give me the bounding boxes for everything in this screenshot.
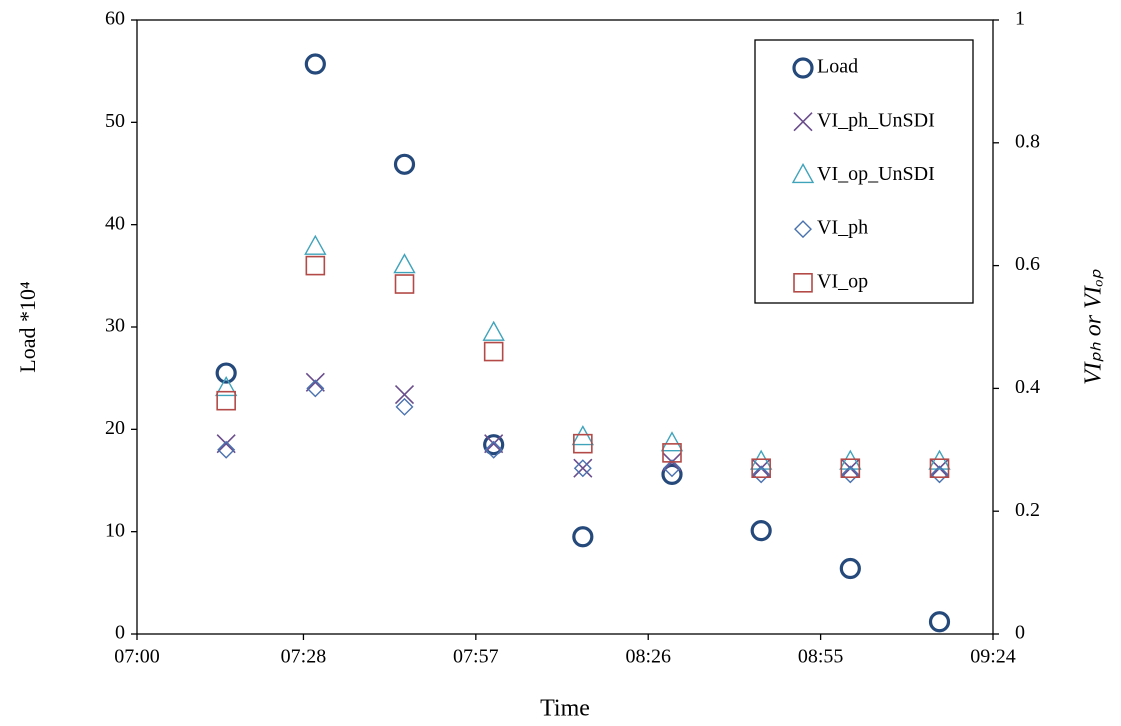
marker-triangle xyxy=(482,320,505,341)
y-tick-label: 20 xyxy=(105,417,125,439)
y-tick-label: 10 xyxy=(105,519,125,541)
marker-x xyxy=(573,458,593,478)
legend-label: VI_ph xyxy=(817,217,868,239)
marker-triangle xyxy=(214,375,238,397)
y-tick-label: 30 xyxy=(105,315,125,337)
marker-x xyxy=(793,112,813,132)
marker-circle xyxy=(215,362,237,384)
marker-circle xyxy=(750,520,772,542)
x-tick-label: 08:55 xyxy=(798,646,844,668)
legend-box xyxy=(754,39,974,304)
marker-circle xyxy=(483,434,505,456)
x-axis-label: Time xyxy=(540,696,590,722)
marker-square xyxy=(662,443,682,463)
marker-triangle xyxy=(839,449,862,470)
y-tick-label: 60 xyxy=(105,8,125,30)
y2-tick-label: 0 xyxy=(1015,622,1025,644)
marker-square xyxy=(751,458,771,479)
marker-triangle xyxy=(304,234,327,255)
marker-square xyxy=(573,433,593,454)
marker-diamond xyxy=(395,397,414,416)
legend-label: VI_op xyxy=(817,270,868,292)
legend-label: VI_op_UnSDI xyxy=(817,163,935,185)
marker-circle xyxy=(839,557,861,580)
y2-tick-label: 0.8 xyxy=(1015,130,1040,152)
marker-circle xyxy=(661,463,683,485)
y2-axis-label: VIₚₕ or VIₒₚ xyxy=(1081,268,1107,384)
marker-square xyxy=(216,390,236,411)
marker-square xyxy=(483,341,504,362)
marker-circle xyxy=(393,153,416,175)
marker-diamond xyxy=(217,440,236,459)
marker-diamond xyxy=(930,465,949,484)
marker-x xyxy=(394,384,415,405)
marker-diamond xyxy=(794,220,812,239)
marker-diamond xyxy=(573,459,592,478)
marker-square xyxy=(394,274,415,294)
x-tick-label: 09:24 xyxy=(970,646,1016,668)
y-tick-label: 50 xyxy=(105,110,125,132)
marker-triangle xyxy=(571,425,595,446)
marker-triangle xyxy=(393,253,416,274)
marker-triangle xyxy=(791,162,815,184)
y-tick-label: 40 xyxy=(105,212,125,234)
marker-triangle xyxy=(928,449,951,470)
x-tick-label: 07:00 xyxy=(114,646,160,668)
y2-tick-label: 0.6 xyxy=(1015,253,1040,275)
legend-label: Load xyxy=(817,56,858,78)
marker-square xyxy=(305,255,326,276)
marker-circle xyxy=(928,611,951,633)
marker-triangle xyxy=(749,449,773,470)
y2-tick-label: 0.2 xyxy=(1015,499,1040,521)
marker-circle xyxy=(572,526,594,548)
marker-x xyxy=(484,434,504,454)
marker-x xyxy=(305,372,325,392)
marker-square xyxy=(929,458,950,479)
marker-circle xyxy=(304,53,326,75)
marker-diamond xyxy=(484,440,503,459)
x-tick-label: 07:28 xyxy=(281,646,327,668)
y-axis-label: Load *10⁴ xyxy=(15,281,40,373)
y2-tick-label: 0.4 xyxy=(1015,376,1040,398)
x-tick-label: 07:57 xyxy=(453,646,499,668)
marker-diamond xyxy=(841,465,860,484)
marker-square xyxy=(840,458,861,479)
marker-x xyxy=(216,434,236,454)
marker-triangle xyxy=(660,431,684,452)
marker-diamond xyxy=(752,465,771,484)
x-tick-label: 08:26 xyxy=(625,646,671,668)
marker-diamond xyxy=(663,459,681,478)
y2-tick-label: 1 xyxy=(1015,8,1025,30)
y-tick-label: 0 xyxy=(115,622,125,644)
marker-square xyxy=(793,272,813,293)
marker-circle xyxy=(792,57,814,79)
legend-label: VI_ph_UnSDI xyxy=(817,109,935,131)
marker-diamond xyxy=(306,379,325,398)
